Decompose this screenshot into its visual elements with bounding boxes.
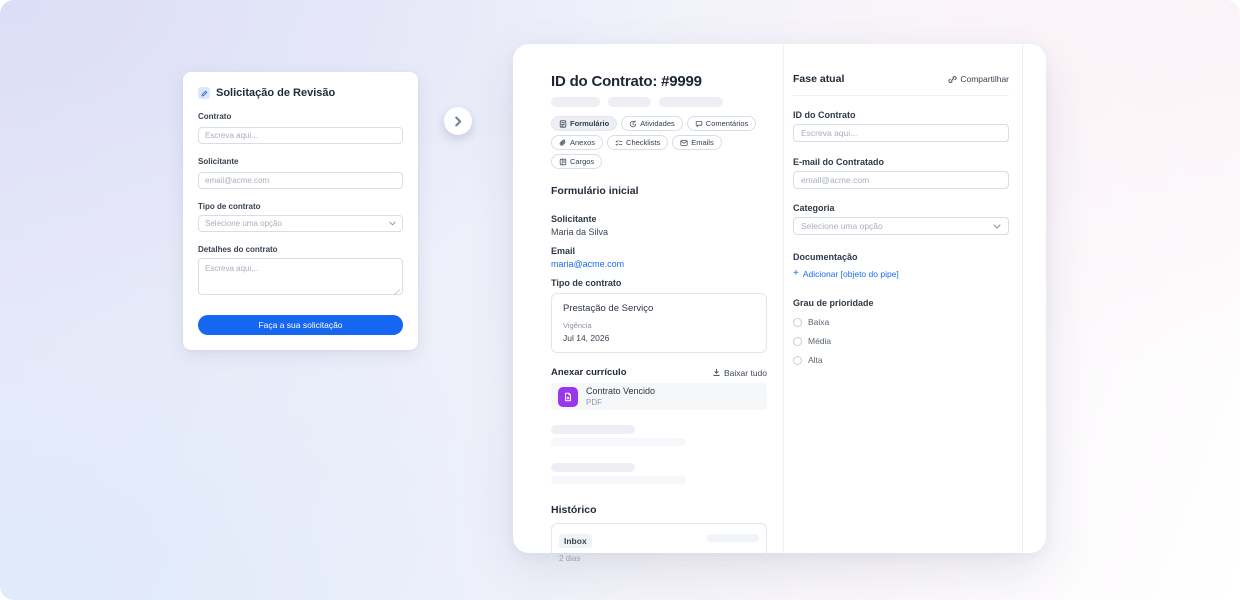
radio-icon [793, 355, 802, 365]
history-duration: 2 dias [559, 554, 581, 563]
history-item[interactable]: Inbox 2 dias [551, 523, 767, 565]
solicitante-input[interactable] [198, 172, 403, 189]
requester-label: Solicitante [551, 214, 597, 224]
phase-field-label-email: E-mail do Contratado [793, 157, 885, 167]
priority-option-baixa[interactable]: Baixa [793, 317, 1009, 327]
contracted-email-input[interactable] [793, 171, 1009, 189]
skeleton-bar [551, 476, 686, 484]
validity-label: Vigência [563, 321, 592, 330]
categoria-select-value: Selecione uma opção [801, 221, 883, 231]
pdf-file-icon [558, 386, 578, 407]
skeleton-bar [551, 463, 635, 472]
paperclip-icon [559, 139, 566, 146]
field-label-contrato: Contrato [198, 112, 232, 121]
skeleton-bar [608, 97, 651, 107]
field-label-solicitante: Solicitante [198, 157, 239, 166]
phase-panel-header: Fase atual Compartilhar [793, 73, 1009, 85]
panel-divider [783, 44, 784, 553]
email-icon [680, 139, 688, 146]
phase-panel-border [1022, 44, 1023, 553]
badge-icon [559, 158, 567, 165]
tab-atividades[interactable]: Atividades [621, 116, 683, 131]
requester-value: Maria da Silva [551, 227, 609, 237]
contract-card: ID do Contrato: #9999 Formulário Ativida… [513, 44, 1046, 565]
chevron-right-icon [453, 116, 464, 127]
tab-emails[interactable]: Emails [672, 135, 722, 150]
phase-title: Fase atual [793, 73, 845, 85]
attachment-item[interactable]: Contrato Vencido PDF [551, 383, 767, 410]
priority-label: Grau de prioridade [793, 298, 874, 308]
tab-anexos[interactable]: Anexos [551, 135, 604, 150]
phase-header-divider [793, 95, 1009, 96]
attachment-header: Anexar currículo Baixar tudo [551, 367, 767, 378]
tipo-contrato-select-value: Selecione uma opção [205, 219, 282, 228]
skeleton-bar [551, 438, 686, 446]
checklist-icon [615, 139, 623, 146]
request-form-title: Solicitação de Revisão [216, 87, 336, 99]
tab-checklists[interactable]: Checklists [607, 135, 669, 150]
request-form-header: Solicitação de Revisão [198, 87, 403, 99]
download-all-link[interactable]: Baixar tudo [712, 368, 767, 378]
phase-field-label-id: ID do Contrato [793, 110, 856, 120]
comment-icon [695, 120, 702, 127]
radio-icon [793, 336, 802, 346]
add-document-link[interactable]: + Adicionar [objeto do pipe] [793, 268, 899, 280]
chevron-down-icon [993, 223, 1001, 229]
phase-panel: Fase atual Compartilhar ID do Contrato E… [793, 44, 1009, 365]
download-icon [713, 368, 720, 376]
skeleton-bar [551, 97, 600, 107]
history-heading: Histórico [551, 504, 597, 516]
request-form-card: Solicitação de Revisão Contrato Solicita… [183, 72, 418, 350]
submit-request-button[interactable]: Faça a sua solicitação [198, 315, 403, 335]
field-label-tipo-contrato: Tipo de contrato [198, 202, 261, 211]
form-icon [559, 119, 567, 128]
contract-type-value: Prestação de Serviço [563, 303, 654, 314]
next-arrow-button[interactable] [444, 107, 472, 135]
field-label-detalhes: Detalhes do contrato [198, 245, 278, 254]
detalhes-textarea-wrap [198, 258, 403, 300]
radio-icon [793, 317, 802, 327]
contract-id-input[interactable] [793, 124, 1009, 142]
priority-option-alta[interactable]: Alta [793, 355, 1009, 365]
email-link[interactable]: maria@acme.com [551, 259, 625, 269]
contrato-input[interactable] [198, 127, 403, 144]
contract-type-box: Prestação de Serviço Vigência Jul 14, 20… [551, 293, 767, 353]
contract-type-label: Tipo de contrato [551, 278, 622, 288]
chevron-down-icon [389, 221, 396, 226]
phase-field-label-categoria: Categoria [793, 203, 835, 213]
tab-cargos[interactable]: Cargos [551, 154, 603, 169]
attachment-name: Contrato Vencido [586, 386, 656, 396]
plus-icon: + [793, 268, 799, 279]
title-skeleton-row [551, 97, 767, 107]
history-icon [630, 119, 637, 127]
attachment-type: PDF [586, 398, 602, 407]
validity-value: Jul 14, 2026 [563, 333, 610, 343]
history-item-texts: Inbox 2 dias [559, 531, 592, 563]
documentation-label: Documentação [793, 252, 858, 262]
field-skeleton-group [551, 463, 767, 484]
card-tabs: Formulário Atividades Comentários Anexos… [551, 116, 767, 169]
detalhes-textarea[interactable] [198, 258, 403, 295]
skeleton-bar [659, 97, 723, 107]
field-skeleton-group [551, 425, 767, 446]
attachment-label: Anexar currículo [551, 367, 627, 378]
attachment-texts: Contrato Vencido PDF [586, 386, 655, 407]
email-label: Email [551, 246, 576, 256]
skeleton-bar [551, 425, 635, 434]
edit-icon [198, 87, 210, 99]
history-phase-chip: Inbox [559, 534, 592, 548]
link-icon [948, 75, 957, 83]
tab-formulario[interactable]: Formulário [551, 116, 618, 131]
share-link[interactable]: Compartilhar [948, 74, 1009, 84]
tab-comentarios[interactable]: Comentários [686, 116, 757, 131]
tipo-contrato-select[interactable]: Selecione uma opção [198, 215, 403, 232]
card-main-column: ID do Contrato: #9999 Formulário Ativida… [551, 44, 767, 565]
skeleton-bar [707, 534, 759, 542]
priority-option-media[interactable]: Média [793, 336, 1009, 346]
card-title: ID do Contrato: #9999 [551, 73, 702, 90]
categoria-select[interactable]: Selecione uma opção [793, 217, 1009, 235]
initial-form-heading: Formulário inicial [551, 185, 639, 197]
